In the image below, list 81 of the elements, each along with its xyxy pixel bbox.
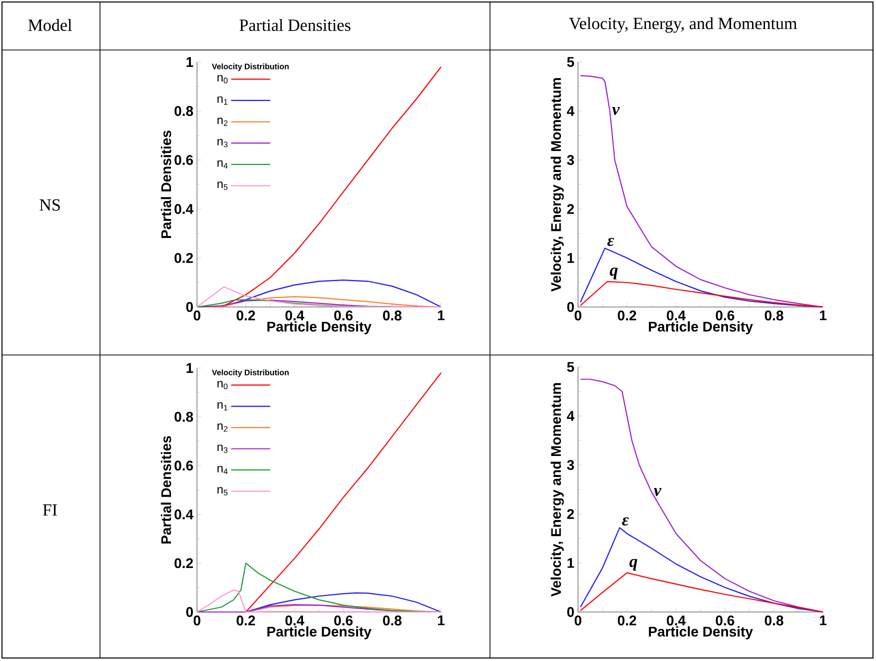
legend-label: n$_{4}$ [218,466,228,474]
legend-label: n$_{4}$ [218,160,228,169]
x-tick-label: 1 [820,616,827,626]
text: FI [42,504,57,516]
x-tick-label: 0.6 [334,310,353,320]
y-tick-label: 0.4 [174,509,194,520]
legend-label: n$_{1}$ [218,96,228,105]
x-tick-label: 0.4 [285,310,304,320]
y-tick-label: 1 [186,363,194,373]
y-tick-label: 2 [567,204,574,214]
x-tick-label: 0.2 [236,616,255,626]
y-tick-label: 5 [567,362,574,372]
legend-title: Velocity Distribution [212,369,289,377]
y-tick-label: 0.4 [174,204,194,214]
series-label: q [629,558,638,571]
x-tick-label: 0.8 [764,310,784,320]
series-label: ε [622,517,629,526]
x-tick-label: 1 [438,616,445,626]
y-tick-label: 4 [566,106,574,116]
legend-label: n$_{2}$ [218,423,228,432]
y-tick-label: 1 [568,253,574,263]
legend-title: Velocity Distribution [212,63,289,71]
y-tick-label: 1 [186,57,194,67]
chart-title: Partial Densities [240,19,350,31]
x-tick-label: 0.4 [666,310,686,320]
y-tick-label: 0.8 [174,106,194,116]
y-tick-label: 0.2 [174,558,193,568]
y-tick-label: 1 [568,558,574,568]
y-tick-label: 3 [566,460,574,470]
x-axis-title: Particle Density [267,626,372,640]
legend-label: n$_{3}$ [218,444,228,453]
x-tick-label: 0.6 [334,616,353,626]
y-tick-label: 0 [186,302,193,312]
x-tick-label: 0.8 [764,616,784,626]
legend-label: n$_{5}$ [218,182,228,190]
x-tick-label: 0 [574,310,582,320]
legend-label: n$_{0}$ [218,74,228,84]
series-label: ε [607,238,614,246]
y-tick-label: 0.6 [174,460,193,471]
y-axis-title: Partial Densities [160,130,172,238]
legend-label: n$_{5}$ [218,487,228,496]
x-axis-title: Particle Density [648,321,753,334]
x-tick-label: 0.4 [285,616,304,626]
y-tick-label: 3 [566,155,574,165]
x-tick-label: 0.2 [618,310,636,320]
x-tick-label: 1 [438,310,445,320]
series-label: v [654,488,662,496]
x-tick-label: 0.4 [666,616,686,626]
text: Model [28,19,72,31]
x-tick-label: 0.6 [716,310,734,320]
x-tick-label: 0.8 [383,310,402,320]
x-tick-label: 0 [574,616,582,626]
y-tick-label: 5 [567,57,574,67]
y-tick-label: 0 [186,607,193,617]
x-tick-label: 0 [194,310,200,320]
y-tick-label: 2 [567,509,574,519]
y-tick-label: 0 [567,607,574,617]
x-axis-title: Particle Density [267,321,372,334]
y-axis-title: Velocity, Energy and Momentum [550,383,564,597]
series-label: v [612,107,620,115]
chart-title: Velocity, Energy, and Momentum [569,17,797,33]
y-tick-label: 0.6 [174,155,193,165]
y-axis-title: Velocity, Energy and Momentum [550,78,564,292]
x-tick-label: 0 [194,616,200,626]
y-tick-label: 0.8 [174,412,194,422]
y-tick-label: 0 [567,302,574,312]
text: NS [40,199,60,211]
y-tick-label: 0.2 [174,253,193,263]
legend-label: n$_{1}$ [218,402,228,410]
x-tick-label: 0.2 [236,310,255,320]
x-tick-label: 1 [820,310,827,320]
legend-label: n$_{0}$ [218,380,228,390]
x-tick-label: 0.2 [618,616,636,626]
x-tick-label: 0.8 [383,616,402,626]
legend-label: n$_{3}$ [218,138,228,148]
y-tick-label: 4 [566,411,574,421]
legend-label: n$_{2}$ [218,118,228,126]
series-label: q [610,268,618,280]
y-axis-title: Partial Densities [160,436,172,544]
x-axis-title: Particle Density [648,626,753,640]
x-tick-label: 0.6 [716,616,734,626]
